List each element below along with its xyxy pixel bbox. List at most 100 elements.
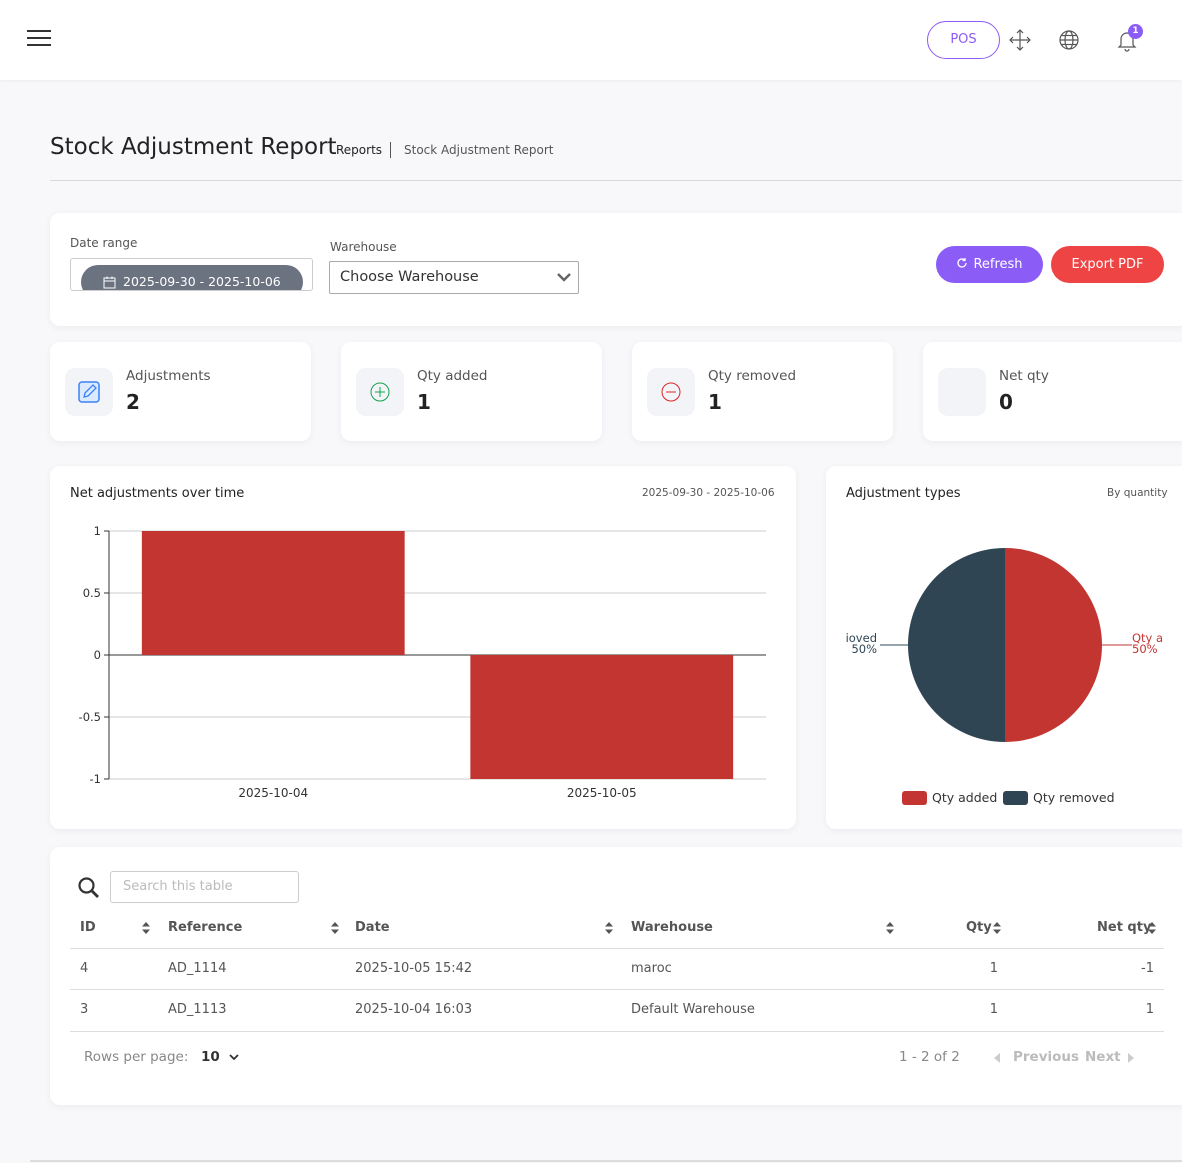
column-header-warehouse[interactable]: Warehouse [631, 920, 713, 935]
breadcrumb-current: Stock Adjustment Report [404, 143, 554, 157]
sort-icon[interactable] [1147, 921, 1157, 935]
sort-icon[interactable] [330, 921, 340, 935]
legend-swatch [902, 791, 927, 805]
pie-chart-title: Adjustment types [846, 486, 961, 501]
table-header-divider [70, 948, 1164, 949]
chevron-left-icon[interactable] [993, 1052, 1001, 1064]
menu-toggle-icon[interactable] [27, 30, 51, 50]
cell-warehouse: Default Warehouse [631, 1002, 755, 1017]
refresh-icon [957, 258, 968, 268]
stat-label: Qty added [417, 368, 488, 384]
column-header-qty[interactable]: Qty [966, 920, 992, 935]
bar-chart-subtitle: 2025-09-30 - 2025-10-06 [642, 487, 775, 499]
cell-reference: AD_1113 [168, 1002, 227, 1017]
column-header-date[interactable]: Date [355, 920, 390, 935]
stat-card-qty-added: Qty added 1 [341, 342, 602, 441]
breadcrumb-reports[interactable]: Reports [336, 143, 383, 157]
sort-icon[interactable] [885, 921, 895, 935]
stat-value: 1 [708, 390, 722, 414]
date-range-label: Date range [70, 236, 138, 250]
x-tick-label: 2025-10-05 [567, 786, 637, 800]
rows-per-page-label: Rows per page: [84, 1049, 189, 1065]
stat-value: 1 [417, 390, 431, 414]
sort-icon[interactable] [604, 921, 614, 935]
refresh-label: Refresh [973, 257, 1023, 272]
column-header-id[interactable]: ID [80, 920, 96, 935]
cell-net-qty: -1 [1141, 961, 1154, 976]
stat-card-qty-removed: Qty removed 1 [632, 342, 893, 441]
bar-chart-title: Net adjustments over time [70, 486, 245, 501]
legend-swatch [1003, 791, 1028, 805]
globe-icon[interactable] [1057, 28, 1081, 52]
page-title: Stock Adjustment Report [50, 134, 337, 160]
y-tick-label: -0.5 [79, 710, 101, 724]
bar-2025-10-05 [470, 655, 734, 779]
stat-value: 2 [126, 390, 140, 414]
table-search-input[interactable]: Search this table [110, 871, 299, 903]
pie-chart-subtitle: By quantity [1107, 487, 1168, 499]
edit-icon [78, 381, 100, 403]
pie-slice-qty-added [1005, 548, 1102, 742]
cell-id: 3 [80, 1002, 89, 1017]
stat-card-adjustments: Adjustments 2 [50, 342, 311, 441]
calendar-icon [103, 276, 116, 289]
warehouse-select[interactable]: Choose Warehouse [329, 261, 579, 294]
legend-label: Qty added [932, 790, 997, 805]
stat-label: Adjustments [126, 368, 211, 384]
cell-id: 4 [80, 961, 89, 976]
stat-card-net-qty: Net qty 0 [923, 342, 1182, 441]
pie-label-left: ioved [846, 631, 877, 645]
y-tick-label: 1 [94, 524, 101, 538]
cell-date: 2025-10-05 15:42 [355, 961, 473, 976]
next-button[interactable]: Next [1085, 1049, 1121, 1065]
cell-reference: AD_1114 [168, 961, 227, 976]
cell-qty: 1 [989, 1002, 998, 1017]
pie-label-left-percent: 50% [851, 642, 877, 656]
breadcrumb-separator [390, 142, 391, 158]
cell-warehouse: maroc [631, 961, 672, 976]
export-pdf-button[interactable]: Export PDF [1051, 246, 1164, 283]
stat-label: Net qty [999, 368, 1049, 384]
y-tick-label: -1 [90, 772, 101, 786]
chevron-down-icon [228, 1054, 239, 1061]
row-divider [70, 1031, 1164, 1032]
stat-label: Qty removed [708, 368, 797, 384]
footer-divider [30, 1160, 1182, 1162]
cell-net-qty: 1 [1145, 1002, 1154, 1017]
warehouse-select-value: Choose Warehouse [340, 269, 479, 285]
chevron-right-icon[interactable] [1127, 1052, 1135, 1064]
y-tick-label: 0 [94, 648, 101, 662]
previous-button[interactable]: Previous [1013, 1049, 1080, 1065]
date-range-value[interactable]: 2025-09-30 - 2025-10-06 [81, 265, 303, 290]
legend-label: Qty removed [1033, 790, 1115, 805]
chevron-down-icon [557, 273, 571, 282]
rows-per-page-value: 10 [201, 1049, 220, 1065]
date-range-picker[interactable]: 2025-09-30 - 2025-10-06 [70, 258, 313, 291]
title-divider [50, 180, 1182, 181]
pie-slice-qty-removed [908, 548, 1005, 742]
stat-icon-box [938, 368, 986, 416]
column-header-reference[interactable]: Reference [168, 920, 243, 935]
stat-value: 0 [999, 390, 1013, 414]
refresh-button[interactable]: Refresh [936, 246, 1043, 283]
row-divider [70, 989, 1164, 990]
minus-circle-icon [661, 382, 681, 402]
y-tick-label: 0.5 [83, 586, 101, 600]
sort-icon[interactable] [992, 921, 1002, 935]
stat-icon-box [647, 368, 695, 416]
column-header-net-qty[interactable]: Net qty [1097, 920, 1152, 935]
notification-badge: 1 [1128, 24, 1143, 39]
cell-qty: 1 [989, 961, 998, 976]
search-icon [78, 877, 99, 898]
pos-button[interactable]: POS [927, 21, 1000, 59]
sort-icon[interactable] [141, 921, 151, 935]
rows-per-page-select[interactable]: 10 [201, 1049, 239, 1065]
pagination-range: 1 - 2 of 2 [899, 1049, 960, 1065]
pie-label-right: Qty a [1132, 631, 1163, 645]
top-navbar: POS 1 [0, 0, 1182, 80]
plus-circle-icon [370, 382, 390, 402]
warehouse-label: Warehouse [330, 240, 397, 254]
fullscreen-move-icon[interactable] [1008, 28, 1032, 52]
